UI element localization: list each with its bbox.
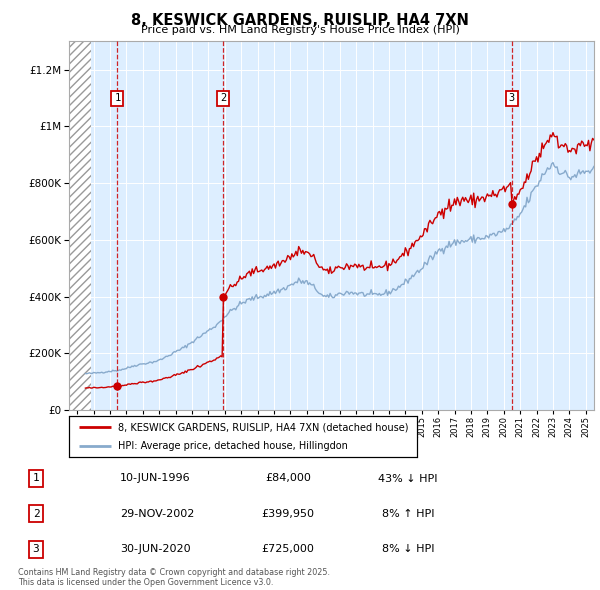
Text: 3: 3	[32, 545, 40, 554]
Bar	[69, 41, 91, 410]
Text: 29-NOV-2002: 29-NOV-2002	[120, 509, 194, 519]
Text: 43% ↓ HPI: 43% ↓ HPI	[378, 474, 438, 483]
Text: 3: 3	[509, 93, 515, 103]
Text: £84,000: £84,000	[265, 474, 311, 483]
Text: 1: 1	[32, 474, 40, 483]
Text: 2: 2	[32, 509, 40, 519]
Text: 30-JUN-2020: 30-JUN-2020	[120, 545, 191, 554]
Text: 8% ↓ HPI: 8% ↓ HPI	[382, 545, 434, 554]
Text: HPI: Average price, detached house, Hillingdon: HPI: Average price, detached house, Hill…	[118, 441, 347, 451]
Text: 2: 2	[220, 93, 227, 103]
Text: 10-JUN-1996: 10-JUN-1996	[120, 474, 191, 483]
Text: £725,000: £725,000	[262, 545, 314, 554]
Text: 8, KESWICK GARDENS, RUISLIP, HA4 7XN: 8, KESWICK GARDENS, RUISLIP, HA4 7XN	[131, 13, 469, 28]
Text: 8% ↑ HPI: 8% ↑ HPI	[382, 509, 434, 519]
Text: Price paid vs. HM Land Registry's House Price Index (HPI): Price paid vs. HM Land Registry's House …	[140, 25, 460, 35]
Text: Contains HM Land Registry data © Crown copyright and database right 2025.
This d: Contains HM Land Registry data © Crown c…	[18, 568, 330, 587]
Text: 1: 1	[114, 93, 121, 103]
Text: 8, KESWICK GARDENS, RUISLIP, HA4 7XN (detached house): 8, KESWICK GARDENS, RUISLIP, HA4 7XN (de…	[118, 422, 408, 432]
Text: £399,950: £399,950	[262, 509, 314, 519]
